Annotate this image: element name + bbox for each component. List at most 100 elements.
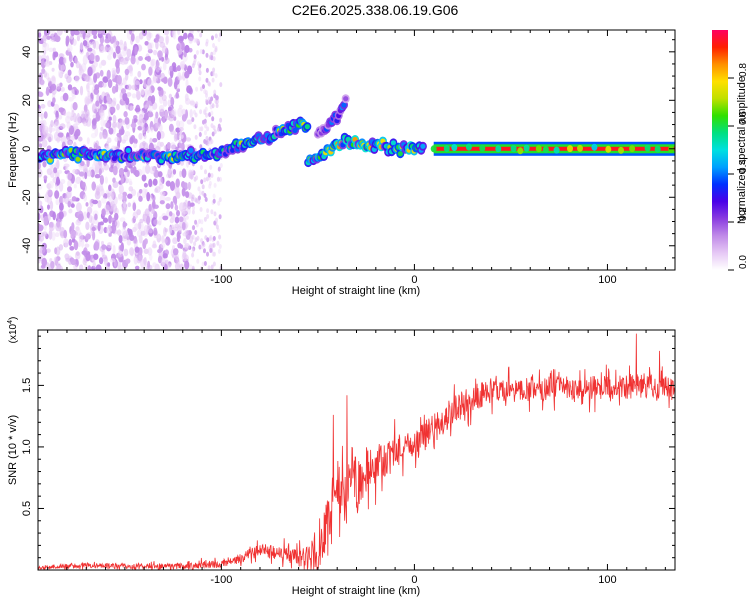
noise-speckle	[79, 42, 84, 50]
noise-speckle	[130, 248, 134, 257]
noise-speckle	[73, 240, 79, 251]
noise-speckle	[205, 112, 208, 118]
noise-speckle	[120, 174, 124, 185]
noise-speckle	[215, 103, 219, 109]
noise-speckle	[176, 120, 181, 128]
noise-speckle	[124, 68, 130, 76]
noise-speckle	[62, 92, 69, 102]
noise-speckle	[167, 77, 173, 87]
noise-speckle	[199, 207, 203, 212]
noise-speckle	[151, 208, 156, 215]
noise-speckle	[103, 46, 108, 53]
noise-speckle	[169, 181, 176, 191]
noise-speckle	[144, 238, 148, 245]
noise-speckle	[167, 99, 171, 107]
noise-speckle	[175, 91, 179, 99]
noise-speckle	[193, 37, 197, 43]
noise-speckle	[202, 119, 205, 125]
noise-speckle	[124, 117, 130, 125]
noise-speckle	[68, 208, 73, 214]
noise-speckle	[146, 191, 151, 202]
noise-speckle	[110, 106, 116, 114]
noise-speckle	[121, 227, 127, 237]
rising-branch-point	[343, 96, 349, 102]
spectrogram-ylabel: Frequency (Hz)	[7, 112, 19, 188]
snr-ytick-label: 1.5	[21, 378, 33, 393]
noise-speckle	[179, 244, 184, 249]
noise-speckle	[195, 86, 199, 92]
noise-speckle	[138, 32, 144, 40]
noise-speckle	[85, 233, 89, 240]
steady-tone-bump	[535, 145, 542, 153]
noise-speckle	[188, 36, 193, 44]
noise-speckle	[176, 258, 181, 268]
noise-speckle	[85, 221, 90, 231]
noise-speckle	[133, 118, 138, 123]
noise-speckle	[87, 265, 92, 270]
noise-speckle	[70, 135, 76, 141]
noise-speckle	[89, 52, 95, 62]
noise-speckle	[211, 35, 214, 41]
noise-speckle	[186, 182, 192, 190]
noise-speckle	[211, 77, 215, 83]
noise-speckle	[162, 116, 166, 124]
noise-speckle	[99, 131, 103, 140]
noise-speckle	[186, 119, 193, 125]
noise-speckle	[75, 251, 80, 256]
noise-speckle	[177, 72, 182, 81]
colorbar-tick-label: 0.6	[738, 111, 749, 125]
noise-speckle	[219, 176, 222, 182]
noise-speckle	[91, 181, 96, 191]
noise-speckle	[93, 34, 97, 40]
noise-speckle	[182, 249, 187, 259]
noise-speckle	[172, 169, 177, 175]
noise-speckle	[82, 39, 88, 47]
noise-speckle	[158, 216, 163, 224]
spectrogram-panel: -100 0 100 -40 -20 0 20 40 Height of straight l…	[7, 29, 676, 297]
noise-speckle	[56, 262, 62, 270]
main-tone-point	[75, 156, 81, 162]
noise-speckle	[143, 134, 147, 140]
noise-speckle	[97, 103, 104, 114]
noise-speckle	[204, 106, 208, 112]
snr-panel: -100 0 100 0.5 1.0 1.5 Height of straight lin…	[7, 317, 676, 597]
noise-speckle	[47, 100, 53, 108]
noise-speckle	[100, 188, 105, 197]
noise-speckle	[38, 249, 42, 257]
noise-speckle	[78, 136, 83, 142]
noise-speckle	[115, 122, 121, 128]
noise-speckle	[93, 73, 98, 83]
noise-speckle	[38, 259, 41, 264]
noise-speckle	[107, 54, 112, 61]
noise-speckle	[164, 57, 170, 65]
noise-speckle	[95, 100, 100, 107]
noise-speckle	[201, 261, 205, 267]
noise-speckle	[84, 243, 90, 248]
figure-title: C2E6.2025.338.06.19.G06	[292, 2, 459, 18]
noise-speckle	[191, 169, 195, 175]
noise-speckle	[51, 231, 56, 241]
noise-speckle	[108, 127, 114, 135]
steady-tone-bump	[479, 144, 486, 152]
noise-speckle	[100, 118, 105, 127]
noise-speckle	[188, 30, 194, 33]
noise-speckle	[101, 197, 107, 204]
noise-speckle	[81, 250, 88, 256]
noise-speckle	[179, 159, 185, 166]
noise-speckle	[38, 200, 43, 207]
noise-speckle	[38, 135, 44, 142]
noise-speckle	[146, 215, 151, 225]
noise-speckle	[69, 245, 75, 251]
noise-speckle	[199, 144, 203, 150]
noise-speckle	[175, 178, 180, 188]
noise-speckle	[200, 219, 204, 225]
noise-speckle	[92, 119, 97, 126]
noise-speckle	[86, 137, 90, 145]
noise-speckle	[51, 36, 56, 43]
noise-speckle	[204, 130, 207, 136]
noise-speckle	[173, 80, 178, 90]
noise-speckle	[60, 64, 66, 71]
noise-speckle	[198, 195, 201, 201]
noise-speckle	[158, 36, 165, 44]
noise-speckle	[151, 200, 156, 210]
